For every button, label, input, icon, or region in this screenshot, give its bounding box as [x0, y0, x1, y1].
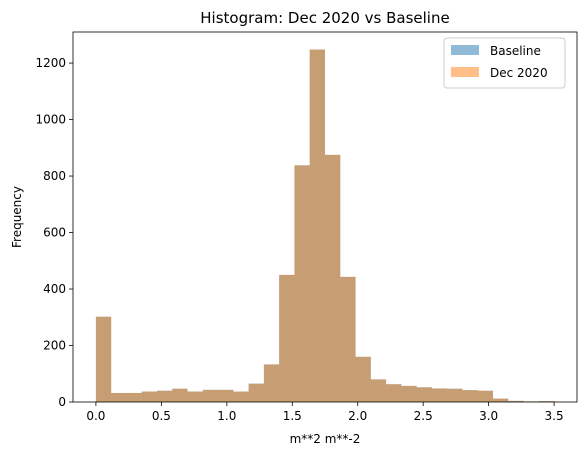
axes	[72, 31, 578, 403]
y-tick-label: 400	[43, 282, 66, 296]
x-tick-label: 3.5	[545, 409, 564, 423]
y-tick-label: 0	[58, 395, 66, 409]
legend: Baseline Dec 2020	[443, 37, 566, 89]
dec-2020-bar	[340, 276, 356, 402]
dec-2020-bar	[355, 356, 371, 402]
dec-2020-bar	[218, 389, 234, 402]
dec-2020-bar	[95, 316, 112, 402]
dec-2020-bar	[492, 398, 509, 402]
dec-2020-bar	[477, 390, 494, 402]
dec-2020-bar	[233, 391, 249, 402]
dec-2020-bar	[386, 384, 402, 402]
dec-2020-bar	[538, 401, 555, 402]
y-tick-label: 600	[43, 226, 66, 240]
dec-2020-bar	[126, 392, 142, 402]
dec-2020-bar	[416, 387, 432, 402]
dec-2020-bar	[279, 274, 295, 402]
dec-2020-bar	[202, 389, 219, 402]
x-tick-label: 0.5	[152, 409, 171, 423]
dec-2020-bar	[431, 388, 448, 402]
dec-2020-bar	[172, 388, 188, 402]
x-axis-label: m**2 m**-2	[290, 432, 361, 446]
dec-2020-bar	[187, 391, 203, 402]
chart-title: Histogram: Dec 2020 vs Baseline	[200, 9, 449, 27]
x-tick-label: 0.0	[86, 409, 105, 423]
dec-2020-bar	[141, 391, 158, 402]
y-tick-label: 1200	[35, 56, 66, 70]
dec-2020-bar	[325, 154, 341, 402]
dec-2020-bar	[508, 400, 524, 402]
dec-2020-bar	[401, 385, 417, 402]
x-tick-label: 2.0	[348, 409, 367, 423]
dec-2020-bar	[370, 379, 387, 402]
dec-2020-bar	[263, 364, 280, 402]
dec-2020-bar	[248, 383, 264, 402]
x-tick-label: 2.5	[414, 409, 433, 423]
y-tick-label: 800	[43, 169, 66, 183]
x-tick-label: 1.5	[283, 409, 302, 423]
dec-2020-bar	[309, 49, 325, 403]
dec-2020-bar	[462, 390, 478, 402]
legend-swatch-dec-2020	[451, 67, 479, 77]
dec-2020-bars	[95, 49, 555, 403]
y-tick-label: 200	[43, 339, 66, 353]
dec-2020-bar	[294, 165, 310, 402]
legend-swatch-baseline	[451, 45, 479, 55]
x-axis-ticks: 0.0 0.5 1.0 1.5 2.0 2.5 3.0 3.5	[86, 402, 564, 423]
dec-2020-bar	[447, 388, 463, 402]
plot-frame	[72, 31, 578, 403]
dec-2020-bar	[157, 390, 173, 402]
legend-label-dec-2020: Dec 2020	[490, 66, 548, 80]
x-tick-label: 3.0	[479, 409, 498, 423]
x-tick-label: 1.0	[217, 409, 236, 423]
dec-2020-bar	[111, 392, 127, 402]
y-axis-label: Frequency	[10, 186, 24, 248]
y-axis-ticks: 0 200 400 600 800 1000 1200	[35, 56, 73, 409]
y-tick-label: 1000	[35, 113, 66, 127]
legend-label-baseline: Baseline	[490, 44, 541, 58]
